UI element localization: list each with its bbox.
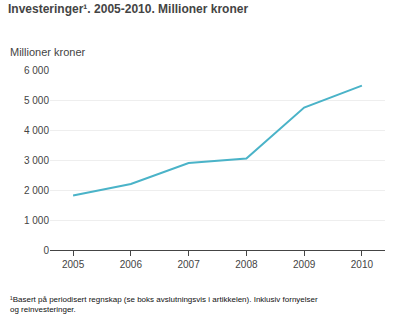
svg-text:2006: 2006 xyxy=(120,259,143,270)
svg-text:Millioner kroner: Millioner kroner xyxy=(10,46,86,58)
svg-text:2008: 2008 xyxy=(235,259,258,270)
svg-text:3 000: 3 000 xyxy=(24,155,49,166)
svg-text:2010: 2010 xyxy=(351,259,374,270)
svg-text:2005: 2005 xyxy=(62,259,85,270)
svg-text:6 000: 6 000 xyxy=(24,65,49,76)
svg-text:Investeringer¹. 2005-2010. Mil: Investeringer¹. 2005-2010. Millioner kro… xyxy=(8,2,248,16)
svg-text:1 000: 1 000 xyxy=(24,215,49,226)
svg-text:2009: 2009 xyxy=(293,259,316,270)
svg-text:¹Basert på periodisert regnska: ¹Basert på periodisert regnskap (se boks… xyxy=(10,295,318,314)
svg-text:0: 0 xyxy=(43,245,49,256)
svg-text:2 000: 2 000 xyxy=(24,185,49,196)
svg-text:2007: 2007 xyxy=(177,259,200,270)
svg-text:4 000: 4 000 xyxy=(24,125,49,136)
svg-text:5 000: 5 000 xyxy=(24,95,49,106)
